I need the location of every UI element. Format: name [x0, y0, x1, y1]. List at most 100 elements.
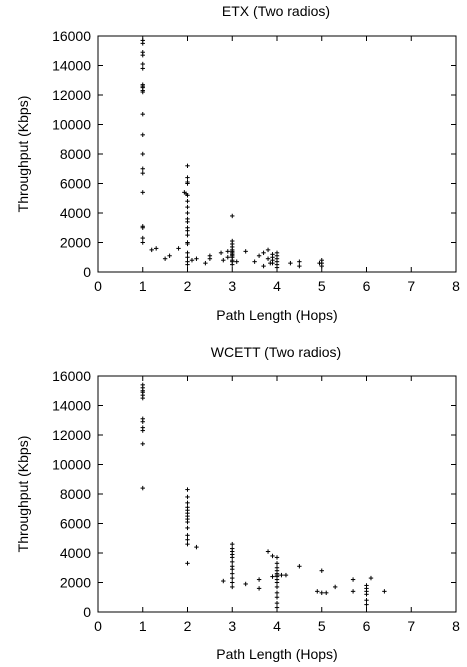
data-point: [140, 111, 145, 117]
data-point: [203, 260, 208, 266]
data-point: [261, 250, 266, 256]
data-point: [140, 166, 145, 171]
data-point: [283, 572, 289, 578]
x-tick-label: 2: [184, 618, 192, 634]
x-tick-label: 0: [94, 278, 102, 294]
x-tick-label: 4: [273, 618, 281, 634]
data-point: [364, 592, 369, 597]
data-point: [140, 485, 145, 491]
data-point: [230, 567, 235, 572]
x-axis-label: Path Length (Hops): [216, 307, 337, 323]
data-point: [140, 419, 145, 424]
x-tick-label: 7: [407, 618, 415, 634]
axis-ticks: 0 1 2 3 4 5 6 7 8 0 2000 4000 6000 8000 10000 12000 1400…: [52, 28, 460, 294]
data-point: [185, 228, 190, 233]
x-tick-label: 3: [228, 618, 236, 634]
data-point: [185, 500, 190, 506]
data-point: [207, 253, 213, 258]
data-point: [140, 190, 145, 195]
data-point: [230, 262, 235, 267]
data-point: [274, 595, 280, 600]
data-points: [140, 38, 324, 270]
data-point: [185, 533, 190, 538]
data-point: [265, 247, 271, 253]
y-tick-label: 16000: [52, 368, 91, 384]
data-point: [265, 549, 271, 554]
data-point: [140, 66, 145, 71]
y-axis-label: Throughput (Kbps): [15, 436, 31, 553]
y-tick-label: 6000: [60, 176, 91, 192]
data-point: [270, 553, 275, 559]
y-tick-label: 4000: [60, 545, 91, 561]
data-point: [140, 89, 145, 95]
data-point: [297, 263, 302, 269]
data-point: [364, 602, 369, 607]
data-point: [185, 250, 190, 256]
data-point: [140, 441, 145, 447]
data-point: [149, 247, 154, 253]
y-tick-label: 8000: [60, 146, 91, 162]
data-point: [230, 571, 235, 576]
data-point: [274, 590, 280, 596]
data-point: [256, 577, 262, 582]
data-point: [274, 584, 280, 590]
data-point: [230, 580, 235, 585]
data-point: [189, 258, 195, 263]
data-point: [324, 590, 329, 596]
y-tick-label: 10000: [52, 117, 91, 133]
data-point: [350, 589, 356, 594]
data-point: [194, 544, 199, 550]
x-tick-label: 1: [139, 618, 147, 634]
data-point: [243, 581, 248, 587]
data-point: [162, 256, 168, 261]
data-point: [140, 428, 145, 433]
data-point: [230, 541, 235, 547]
x-axis-label: Path Length (Hops): [216, 646, 337, 662]
x-tick-label: 8: [452, 278, 460, 294]
data-point: [261, 263, 266, 269]
data-point: [140, 41, 145, 46]
data-point: [140, 170, 145, 176]
data-point: [140, 240, 145, 245]
data-point: [297, 259, 302, 264]
data-point: [185, 525, 190, 531]
y-tick-label: 14000: [52, 398, 91, 414]
data-point: [274, 580, 280, 585]
data-point: [274, 561, 280, 566]
data-point: [230, 584, 235, 590]
x-tick-label: 4: [273, 278, 281, 294]
x-tick-label: 8: [452, 618, 460, 634]
data-point: [315, 589, 320, 594]
data-point: [270, 260, 275, 266]
data-point: [167, 253, 172, 258]
data-point: [140, 395, 145, 401]
data-point: [319, 258, 324, 263]
data-point: [140, 225, 145, 230]
data-point: [176, 246, 181, 251]
y-tick-label: 14000: [52, 58, 91, 74]
data-point: [218, 250, 224, 256]
data-point: [230, 213, 235, 219]
data-point: [185, 519, 190, 525]
data-point: [140, 132, 145, 138]
data-point: [221, 258, 226, 263]
data-point: [185, 210, 190, 216]
wcett-chart: WCETT (Two radios) Throughput (Kbps) Pat…: [15, 344, 460, 662]
chart-title: ETX (Two radios): [222, 3, 330, 19]
data-point: [140, 61, 145, 67]
x-tick-label: 2: [184, 278, 192, 294]
data-point: [265, 256, 271, 261]
data-point: [185, 541, 190, 547]
data-point: [185, 163, 190, 168]
data-point: [274, 600, 280, 606]
y-tick-label: 2000: [60, 235, 91, 251]
data-point: [221, 578, 226, 584]
data-point: [234, 259, 239, 264]
data-point: [185, 199, 190, 204]
data-point: [185, 241, 190, 247]
plot-frame: [97, 35, 457, 273]
data-point: [364, 598, 369, 603]
data-point: [332, 584, 338, 590]
y-tick-label: 4000: [60, 205, 91, 221]
